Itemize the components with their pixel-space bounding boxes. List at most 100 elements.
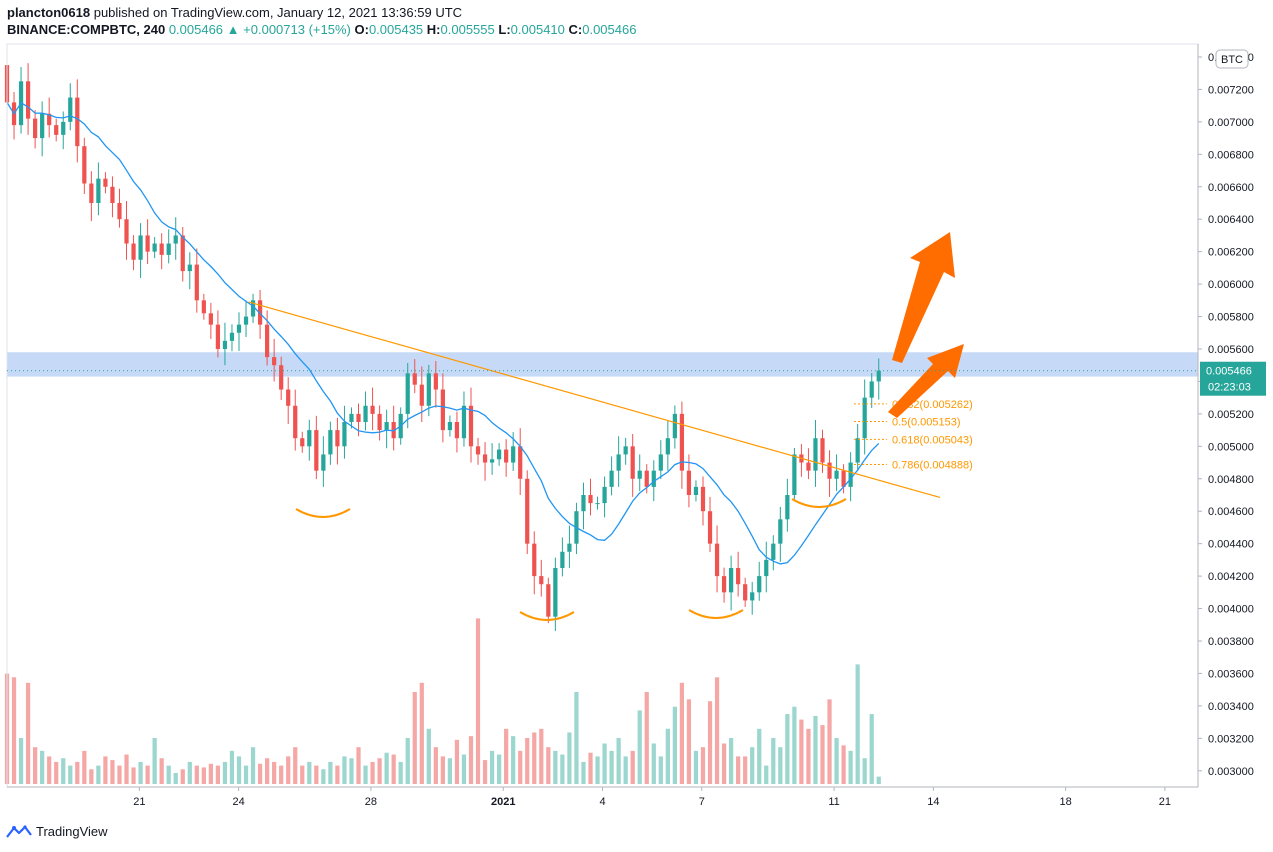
x-tick-label: 24	[232, 796, 244, 808]
volume-bar	[806, 728, 811, 784]
volume-bar	[412, 692, 417, 784]
volume-bar	[243, 765, 249, 784]
candle-body	[672, 413, 677, 439]
volume-bar	[208, 763, 213, 784]
right-shoulder-arc	[688, 609, 744, 619]
candle-body	[644, 470, 649, 487]
volume-bar	[131, 767, 136, 784]
volume-bar	[595, 756, 600, 784]
candle-body	[757, 576, 762, 593]
candle-body	[567, 543, 572, 552]
last-price-tag	[1200, 361, 1266, 396]
volume-bar	[672, 706, 677, 784]
volume-bar	[11, 677, 17, 784]
candle-body	[433, 373, 438, 390]
currency-label[interactable]: BTC	[1221, 54, 1243, 66]
candle-body	[342, 421, 347, 447]
volume-bar	[686, 699, 692, 784]
volume-bar	[33, 747, 38, 784]
candle-body	[370, 405, 375, 414]
volume-bar	[862, 758, 867, 784]
candle-body	[778, 519, 783, 544]
volume-bar	[405, 738, 410, 784]
volume-bar	[293, 747, 298, 784]
candle-body	[834, 470, 839, 479]
volume-bar	[138, 761, 143, 784]
candle-body	[729, 567, 734, 593]
high-label: H:	[426, 22, 441, 37]
candle-body	[25, 81, 31, 119]
volume-bar	[356, 747, 361, 784]
last-price-value: 0.005466	[1206, 366, 1252, 378]
volume-bar	[314, 765, 319, 784]
volume-bar	[82, 750, 87, 784]
volume-bar	[834, 738, 839, 784]
volume-bar	[307, 761, 312, 784]
volume-bar	[215, 765, 221, 784]
candle-body	[54, 125, 59, 135]
y-tick-label: 0.004200	[1208, 571, 1254, 583]
volume-bar	[398, 761, 403, 784]
candle-body	[384, 421, 389, 431]
tradingview-footer[interactable]: TradingView	[6, 824, 108, 839]
publish-info: plancton0618 published on TradingView.co…	[7, 5, 462, 20]
volume-bar	[250, 747, 256, 784]
upward-arrow-small	[888, 344, 964, 418]
candle-body	[349, 413, 354, 422]
author-name[interactable]: plancton0618	[7, 5, 91, 20]
volume-bar	[229, 750, 235, 784]
candle-body	[363, 405, 368, 422]
candle-body	[602, 486, 607, 504]
candle-body	[300, 438, 305, 447]
candle-body	[497, 449, 502, 460]
publish-text: published on TradingView.com, January 12…	[93, 5, 463, 20]
volume-bar	[778, 747, 783, 784]
candle-body	[265, 324, 270, 358]
volume-bar	[546, 747, 551, 784]
candle-body	[33, 118, 38, 139]
volume-bar	[757, 728, 762, 784]
volume-bar	[321, 769, 326, 784]
y-tick-label: 0.006400	[1208, 214, 1254, 226]
candle-body	[623, 446, 628, 455]
candle-body	[518, 446, 523, 479]
candle-body	[412, 373, 417, 385]
y-tick-label: 0.004800	[1208, 474, 1254, 486]
volume-bar	[504, 728, 509, 784]
y-tick-label: 0.003400	[1208, 701, 1254, 713]
candle-body	[693, 486, 699, 495]
candle-body	[468, 405, 474, 447]
x-tick-label: 14	[927, 796, 939, 808]
moving-average-line	[6, 102, 880, 565]
candle-body	[714, 543, 720, 577]
volume-bar	[468, 736, 474, 784]
volume-bar	[18, 738, 24, 784]
candle-body	[145, 235, 150, 252]
y-tick-label: 0.004000	[1208, 604, 1254, 616]
volume-bar	[665, 728, 670, 784]
volume-bar	[370, 761, 375, 784]
candle-body	[307, 430, 312, 447]
candle-body	[609, 470, 614, 487]
volume-bar	[602, 743, 607, 784]
volume-bar	[743, 756, 748, 784]
volume-bar	[651, 743, 656, 784]
y-tick-label: 0.007000	[1208, 117, 1254, 129]
price-change: ▲ +0.000713 (+15%)	[226, 22, 351, 37]
volume-bar	[729, 738, 734, 784]
candle-body	[482, 454, 488, 463]
countdown-value: 02:23:03	[1208, 382, 1251, 394]
volume-bar	[511, 736, 516, 784]
candle-body	[637, 470, 642, 479]
low-label: L:	[498, 22, 511, 37]
candle-body	[841, 470, 846, 487]
y-tick-label: 0.006600	[1208, 182, 1254, 194]
left-shoulder-arc	[295, 508, 351, 518]
y-tick-label: 0.004400	[1208, 539, 1254, 551]
x-tick-label: 4	[599, 796, 605, 808]
volume-bar	[426, 728, 431, 784]
fib-level-label: 0.618(0.005043)	[892, 434, 973, 446]
volume-bar	[328, 761, 333, 784]
volume-bar	[693, 750, 699, 784]
